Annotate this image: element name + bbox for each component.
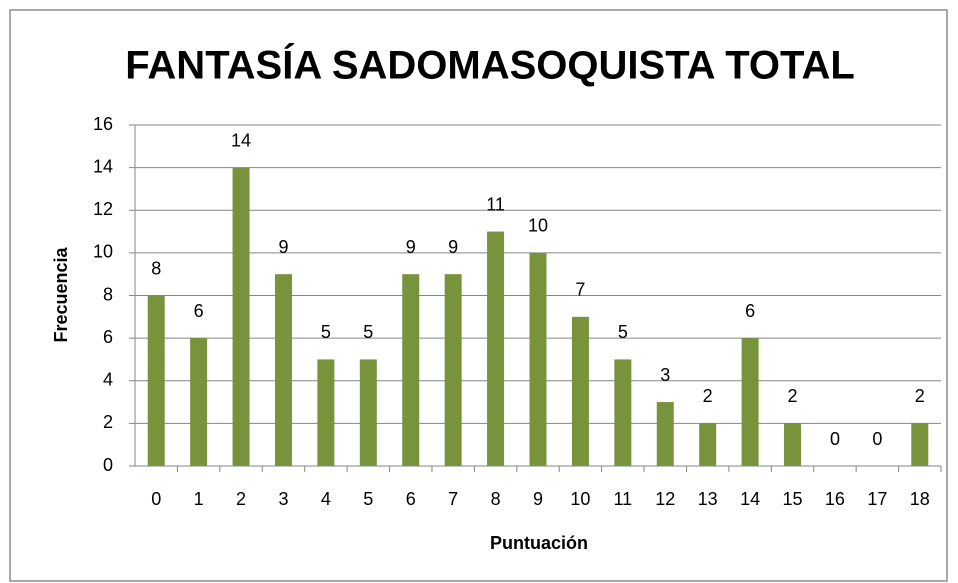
x-tick-label: 17 <box>867 489 887 509</box>
data-label: 0 <box>872 429 882 449</box>
bar <box>741 338 759 466</box>
data-label: 11 <box>486 194 505 214</box>
bar <box>444 274 462 466</box>
y-tick-label: 0 <box>103 455 113 475</box>
x-tick-label: 3 <box>278 489 288 509</box>
data-label: 5 <box>618 322 628 342</box>
data-label: 2 <box>915 386 925 406</box>
data-label: 9 <box>278 237 288 257</box>
bar <box>402 274 420 466</box>
data-label: 7 <box>575 280 585 300</box>
y-tick-label: 2 <box>103 412 113 432</box>
x-tick-label: 11 <box>613 489 632 509</box>
y-tick-label: 4 <box>103 370 113 390</box>
bar <box>317 359 335 466</box>
x-tick-label: 18 <box>910 489 930 509</box>
bar <box>784 423 802 466</box>
y-tick-label: 16 <box>93 114 113 134</box>
x-tick-label: 16 <box>825 489 845 509</box>
data-label: 10 <box>528 216 548 236</box>
bar <box>232 167 250 466</box>
x-tick-label: 15 <box>783 489 803 509</box>
bar <box>487 231 505 466</box>
y-axis-label: Frecuencia <box>51 246 71 342</box>
x-tick-label: 6 <box>406 489 416 509</box>
x-tick-label: 7 <box>448 489 458 509</box>
data-label: 14 <box>231 130 251 150</box>
x-tick-label: 0 <box>151 489 161 509</box>
data-label: 0 <box>830 429 840 449</box>
bar <box>571 316 589 466</box>
data-label: 3 <box>660 365 670 385</box>
x-tick-label: 4 <box>321 489 331 509</box>
data-label: 8 <box>151 258 161 278</box>
bar <box>699 423 717 466</box>
bar <box>614 359 632 466</box>
bar <box>147 295 165 466</box>
x-tick-label: 1 <box>194 489 204 509</box>
data-label: 5 <box>321 322 331 342</box>
bar <box>359 359 377 466</box>
data-label: 2 <box>703 386 713 406</box>
x-tick-label: 14 <box>740 489 760 509</box>
bar <box>911 423 929 466</box>
y-tick-label: 14 <box>93 156 113 176</box>
x-tick-label: 13 <box>698 489 718 509</box>
data-label: 6 <box>194 301 204 321</box>
x-tick-label: 5 <box>363 489 373 509</box>
chart-title: FANTASÍA SADOMASOQUISTA TOTAL <box>125 43 855 88</box>
x-tick-label: 9 <box>533 489 543 509</box>
data-label: 5 <box>363 322 373 342</box>
data-label: 6 <box>745 301 755 321</box>
bar <box>656 402 674 466</box>
x-tick-label: 10 <box>570 489 590 509</box>
x-axis-label: Puntuación <box>490 533 588 553</box>
y-tick-label: 6 <box>103 327 113 347</box>
data-label: 9 <box>406 237 416 257</box>
bar <box>274 274 292 466</box>
bar <box>529 252 547 466</box>
bar <box>190 338 208 466</box>
data-label: 9 <box>448 237 458 257</box>
y-tick-label: 12 <box>93 199 113 219</box>
y-tick-label: 10 <box>93 242 113 262</box>
x-tick-label: 12 <box>655 489 675 509</box>
y-tick-label: 8 <box>103 284 113 304</box>
x-tick-label: 8 <box>491 489 501 509</box>
x-tick-label: 2 <box>236 489 246 509</box>
data-label: 2 <box>788 386 798 406</box>
